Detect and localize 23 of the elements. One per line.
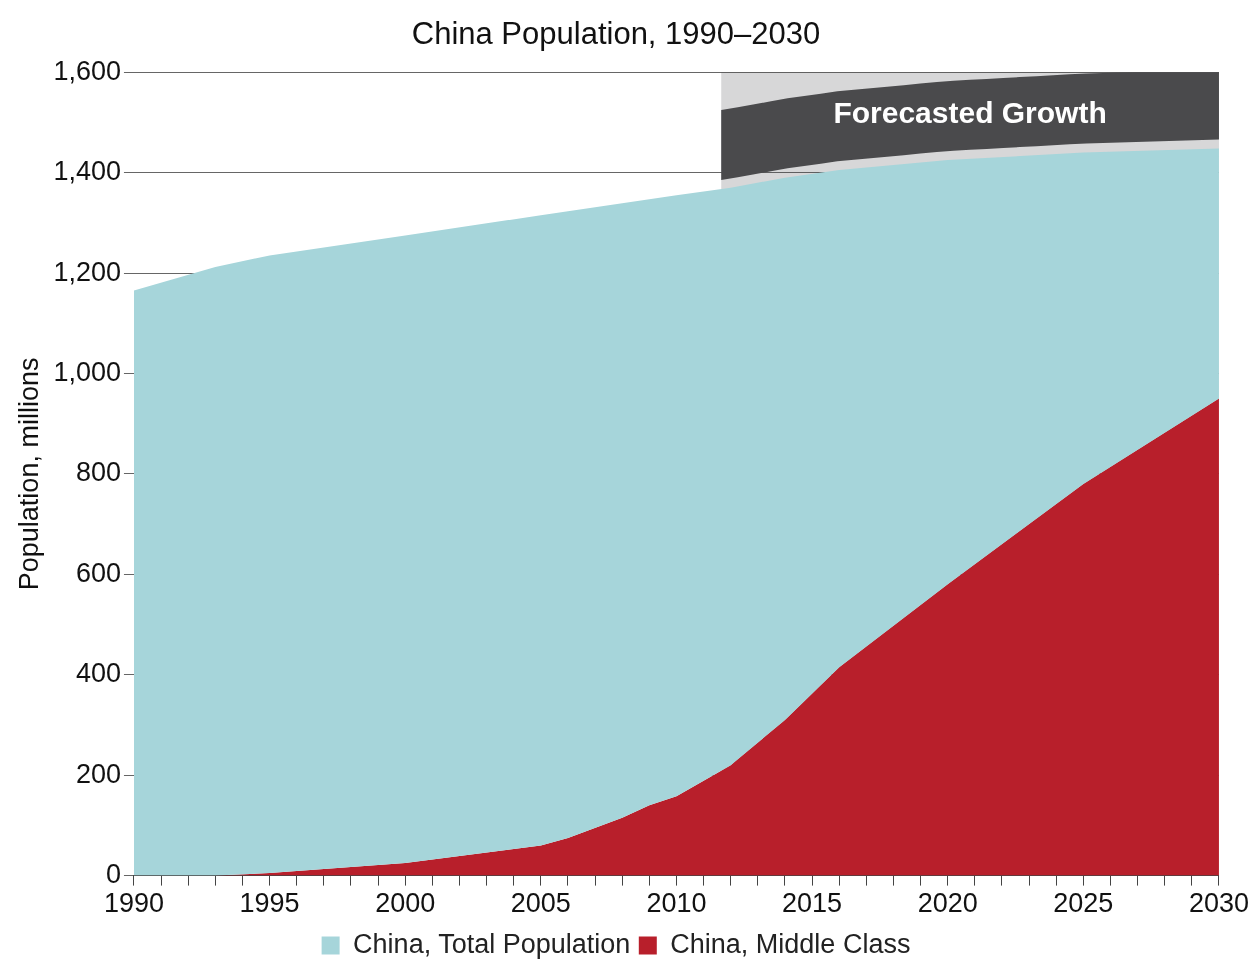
y-tick-label: 600 (75, 557, 121, 588)
y-axis-title: Population, millions (13, 357, 44, 591)
y-tick-label: 400 (75, 658, 121, 689)
x-tick-label: 2000 (375, 888, 436, 919)
x-tick-label: 1995 (239, 888, 300, 919)
legend-label: China, Middle Class (670, 928, 911, 959)
y-tick-label: 1,400 (53, 156, 121, 187)
y-tick-label: 200 (75, 758, 121, 789)
legend-label: China, Total Population (353, 928, 631, 959)
y-tick-label: 800 (75, 457, 121, 488)
band-label: Forecasted Growth (833, 95, 1107, 129)
x-tick-label: 2020 (917, 888, 978, 919)
x-tick-label: 1990 (103, 888, 164, 919)
y-tick-label: 1,200 (53, 256, 121, 287)
y-tick-label: 1,600 (53, 55, 121, 86)
y-tick-label: 1,000 (53, 356, 121, 387)
x-tick-label: 2010 (646, 888, 707, 919)
y-tick-label: 0 (105, 859, 121, 890)
x-tick-label: 2015 (782, 888, 843, 919)
x-tick-label: 2005 (510, 888, 571, 919)
x-tick-label: 2025 (1053, 888, 1114, 919)
chart-title: China Population, 1990–2030 (411, 16, 821, 52)
x-tick-label: 2030 (1188, 888, 1250, 919)
